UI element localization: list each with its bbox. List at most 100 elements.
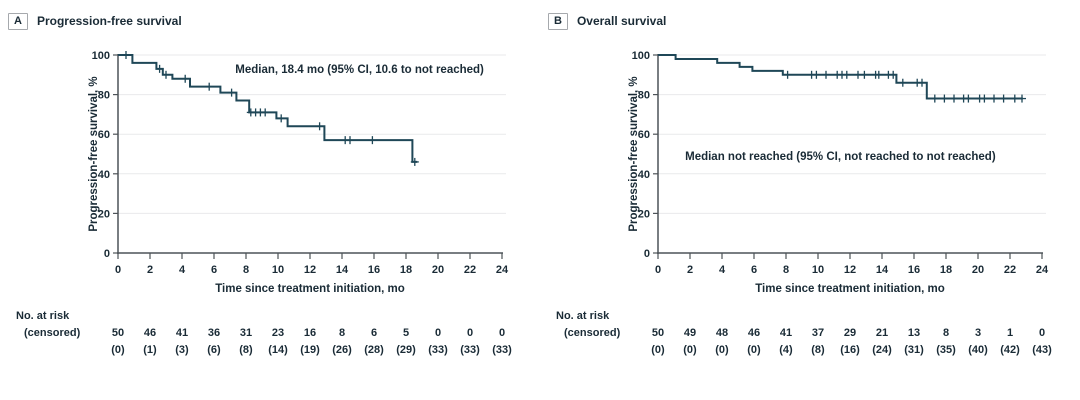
at-risk-count: 23	[271, 327, 285, 339]
censored-count: (26)	[332, 344, 352, 356]
at-risk-count: 31	[239, 327, 253, 339]
at-risk-count: 50	[651, 327, 665, 339]
censored-count: (0)	[651, 344, 665, 356]
censored-count: (8)	[811, 344, 825, 356]
panel-a-title: Progression-free survival	[36, 14, 182, 28]
censored-count: (1)	[143, 344, 157, 356]
y-tick-label: 100	[632, 50, 650, 62]
at-risk-count: 36	[207, 327, 221, 339]
censored-count: (33)	[460, 344, 480, 356]
censored-count: (14)	[268, 344, 288, 356]
x-tick-label: 2	[687, 264, 693, 276]
censored-count: (40)	[968, 344, 988, 356]
x-tick-label: 4	[719, 264, 726, 276]
y-tick-label: 40	[98, 169, 110, 181]
censored-count: (31)	[904, 344, 924, 356]
censored-count: (33)	[428, 344, 448, 356]
x-tick-label: 4	[179, 264, 186, 276]
x-tick-label: 18	[940, 264, 952, 276]
x-tick-label: 12	[844, 264, 856, 276]
x-tick-label: 20	[432, 264, 444, 276]
at-risk-count: 8	[338, 327, 346, 339]
panel-b-risk-table: No. at risk (censored) 50 49 48 46 41 37 29 21 1…	[540, 310, 1080, 372]
at-risk-count: 46	[143, 327, 157, 339]
censored-count: (43)	[1032, 344, 1052, 356]
at-risk-count: 49	[683, 327, 697, 339]
x-tick-label: 0	[115, 264, 121, 276]
y-tick-label: 80	[638, 90, 650, 102]
censored-row: (0) (0) (0) (0) (4) (8) (16) (24) (31) (35) (40) (4…	[642, 344, 1058, 356]
at-risk-count: 37	[811, 327, 825, 339]
median-annotation: Median, 18.4 mo (95% CI, 10.6 to not rea…	[235, 64, 484, 76]
panel-b-badge: B	[548, 12, 568, 30]
censored-count: (19)	[300, 344, 320, 356]
panel-a-y-axis-label: Progression-free survival, %	[88, 76, 100, 232]
censored-count: (16)	[840, 344, 860, 356]
panel-b-y-axis-label: Progression-free survival, %	[628, 76, 640, 232]
x-tick-label: 20	[972, 264, 984, 276]
panel-a-header: A Progression-free survival	[0, 10, 540, 32]
at-risk-count: 21	[875, 327, 889, 339]
x-tick-label: 14	[336, 264, 349, 276]
x-tick-label: 22	[464, 264, 476, 276]
at-risk-count: 46	[747, 327, 761, 339]
y-tick-label: 60	[98, 129, 110, 141]
x-tick-label: 24	[496, 264, 509, 276]
panel-a-badge: A	[8, 12, 28, 30]
x-tick-label: 24	[1036, 264, 1049, 276]
risk-table-header: No. at risk	[556, 310, 610, 322]
censored-count: (35)	[936, 344, 956, 356]
x-axis-label: Time since treatment initiation, mo	[215, 283, 405, 295]
x-tick-label: 10	[812, 264, 824, 276]
at-risk-count: 13	[907, 327, 921, 339]
panel-b: B Overall survival Progression-free surv…	[540, 0, 1080, 400]
at-risk-row: 50 46 41 36 31 23 16 8 6 5 0 0 0	[102, 327, 518, 339]
at-risk-count: 1	[1006, 327, 1014, 339]
censored-count: (42)	[1000, 344, 1020, 356]
at-risk-count: 16	[303, 327, 317, 339]
x-axis-label: Time since treatment initiation, mo	[755, 283, 945, 295]
panel-b-title: Overall survival	[576, 14, 667, 28]
at-risk-count: 0	[434, 327, 442, 339]
at-risk-count: 3	[974, 327, 982, 339]
panel-b-header: B Overall survival	[540, 10, 1080, 32]
censored-count: (24)	[872, 344, 892, 356]
at-risk-count: 0	[498, 327, 506, 339]
x-tick-label: 2	[147, 264, 153, 276]
at-risk-count: 6	[370, 327, 378, 339]
censored-count: (4)	[779, 344, 793, 356]
at-risk-count: 8	[942, 327, 950, 339]
censored-count: (3)	[175, 344, 189, 356]
x-tick-label: 16	[368, 264, 380, 276]
at-risk-count: 41	[175, 327, 189, 339]
risk-table-subheader: (censored)	[564, 327, 621, 339]
censored-count: (33)	[492, 344, 512, 356]
censored-count: (29)	[396, 344, 416, 356]
at-risk-count: 41	[779, 327, 793, 339]
x-tick-label: 12	[304, 264, 316, 276]
x-tick-label: 10	[272, 264, 284, 276]
median-annotation: Median not reached (95% CI, not reached …	[685, 151, 996, 163]
y-tick-label: 60	[638, 129, 650, 141]
at-risk-count: 0	[1038, 327, 1046, 339]
censored-count: (28)	[364, 344, 384, 356]
censored-count: (0)	[715, 344, 729, 356]
y-tick-label: 40	[638, 169, 650, 181]
x-tick-label: 0	[655, 264, 661, 276]
censored-count: (0)	[111, 344, 125, 356]
risk-table-header: No. at risk	[16, 310, 70, 322]
censored-row: (0) (1) (3) (6) (8) (14) (19) (26) (28) (29) (33) (…	[102, 344, 518, 356]
at-risk-count: 5	[402, 327, 410, 339]
censored-count: (6)	[207, 344, 221, 356]
x-tick-label: 8	[243, 264, 249, 276]
x-tick-label: 16	[908, 264, 920, 276]
y-tick-label: 20	[638, 208, 650, 220]
x-tick-label: 14	[876, 264, 889, 276]
at-risk-count: 29	[843, 327, 857, 339]
y-tick-label: 100	[92, 50, 110, 62]
y-tick-label: 0	[644, 248, 650, 260]
censored-count: (0)	[683, 344, 697, 356]
x-tick-label: 6	[751, 264, 757, 276]
